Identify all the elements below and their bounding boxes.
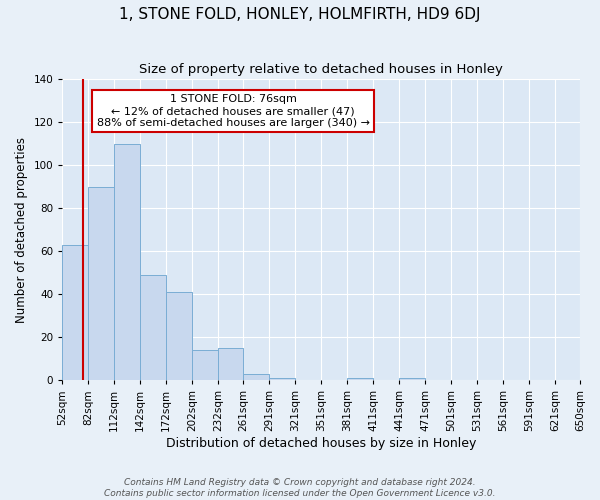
- Text: 1 STONE FOLD: 76sqm
← 12% of detached houses are smaller (47)
88% of semi-detach: 1 STONE FOLD: 76sqm ← 12% of detached ho…: [97, 94, 370, 128]
- X-axis label: Distribution of detached houses by size in Honley: Distribution of detached houses by size …: [166, 437, 476, 450]
- Bar: [269, 378, 295, 380]
- Text: 1, STONE FOLD, HONLEY, HOLMFIRTH, HD9 6DJ: 1, STONE FOLD, HONLEY, HOLMFIRTH, HD9 6D…: [119, 8, 481, 22]
- Bar: [166, 292, 192, 380]
- Title: Size of property relative to detached houses in Honley: Size of property relative to detached ho…: [139, 62, 503, 76]
- Bar: [114, 144, 140, 380]
- Bar: [192, 350, 218, 380]
- Bar: [140, 275, 166, 380]
- Bar: [88, 187, 114, 380]
- Bar: [62, 245, 88, 380]
- Bar: [218, 348, 243, 380]
- Y-axis label: Number of detached properties: Number of detached properties: [15, 137, 28, 323]
- Bar: [399, 378, 425, 380]
- Text: Contains HM Land Registry data © Crown copyright and database right 2024.
Contai: Contains HM Land Registry data © Crown c…: [104, 478, 496, 498]
- Bar: [347, 378, 373, 380]
- Bar: [243, 374, 269, 380]
